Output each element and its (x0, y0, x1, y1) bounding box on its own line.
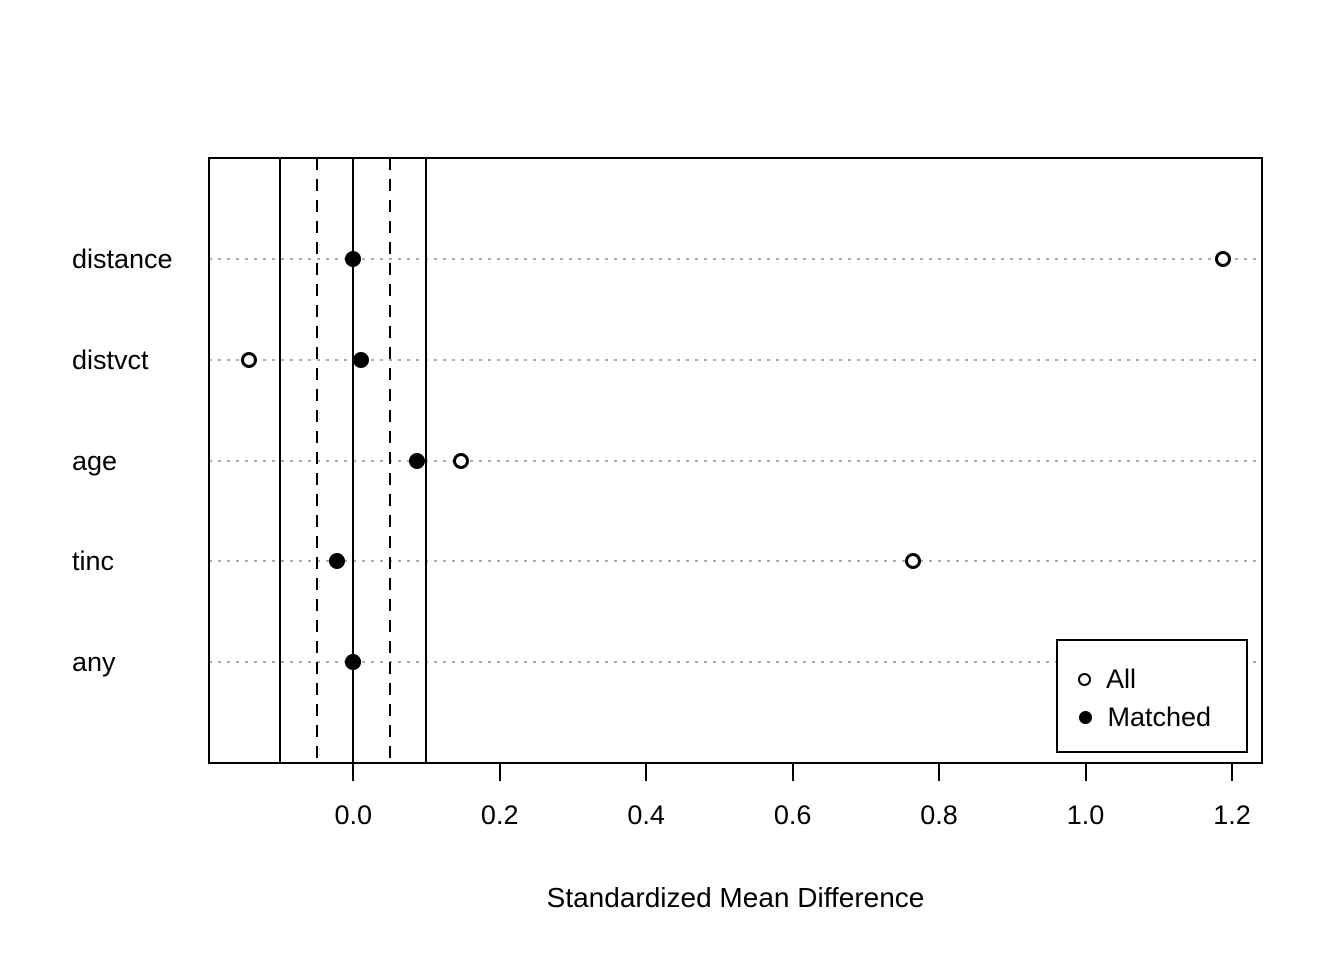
point-matched-any (345, 654, 362, 671)
point-matched-distvct (352, 351, 369, 368)
y-category-label-tinc: tinc (72, 546, 115, 577)
reference-line-dashed-at-0.05 (388, 158, 391, 763)
x-tick-label-0.8: 0.8 (920, 800, 958, 830)
point-matched-tinc (329, 553, 346, 570)
gridline-distvct (209, 358, 1262, 361)
point-all-tinc (905, 553, 922, 570)
open-circle-icon (1078, 672, 1091, 686)
x-tick-0.8 (938, 763, 941, 781)
x-tick-label-0.4: 0.4 (627, 800, 665, 830)
filled-circle-icon (1078, 710, 1092, 724)
reference-line-solid-at-0 (352, 158, 355, 763)
point-all-distvct (240, 351, 257, 368)
x-tick-1.2 (1230, 763, 1233, 781)
x-tick-label-0.6: 0.6 (773, 800, 812, 830)
y-category-label-distance: distance (72, 243, 173, 274)
x-tick-0.4 (645, 763, 648, 781)
x-tick-1.0 (1084, 763, 1087, 781)
point-matched-age (408, 452, 425, 469)
reference-line-dashed-at--0.05 (315, 158, 318, 763)
reference-line-solid-at-0.1 (425, 158, 428, 763)
legend-item-all: All (1078, 660, 1246, 698)
x-tick-0.0 (352, 763, 355, 781)
legend-item-matched: Matched (1078, 698, 1246, 736)
gridline-tinc (209, 560, 1262, 563)
reference-line-solid-at--0.1 (279, 158, 282, 763)
y-category-label-distvct: distvct (72, 344, 149, 375)
x-tick-label-1.2: 1.2 (1213, 800, 1251, 830)
x-tick-label-0.0: 0.0 (334, 800, 373, 830)
point-all-distance (1215, 250, 1232, 267)
x-tick-label-1.0: 1.0 (1066, 800, 1105, 830)
legend-label-matched: Matched (1107, 701, 1212, 732)
legend: All Matched (1056, 639, 1248, 753)
legend-label-all: All (1106, 663, 1137, 694)
point-all-age (452, 452, 469, 469)
x-tick-0.6 (791, 763, 794, 781)
gridline-distance (209, 257, 1262, 260)
x-tick-0.2 (498, 763, 501, 781)
y-category-label-age: age (72, 445, 118, 476)
x-tick-label-0.2: 0.2 (480, 800, 519, 830)
point-matched-distance (345, 250, 362, 267)
y-category-label-any: any (72, 647, 116, 678)
x-axis-title: Standardized Mean Difference (546, 882, 925, 913)
gridline-any (209, 661, 1262, 664)
gridline-age (209, 459, 1262, 462)
